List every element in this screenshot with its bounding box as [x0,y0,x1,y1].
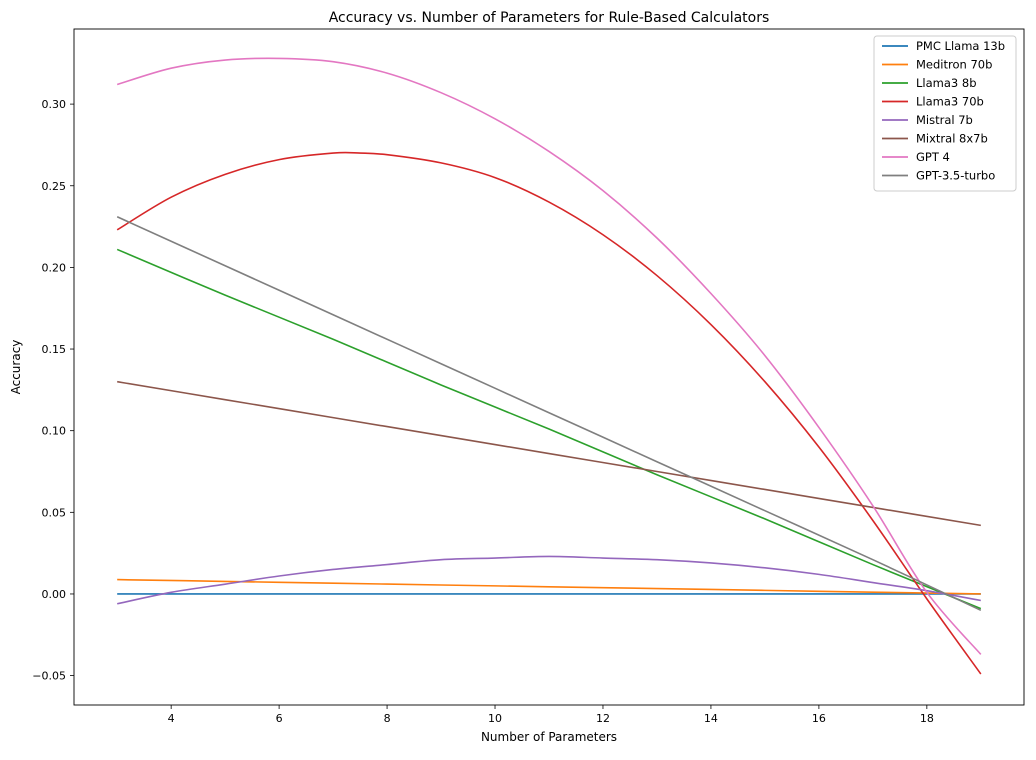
series-line-6 [116,57,982,655]
plot-area-frame [73,28,1025,706]
y-tick-label: 0.20 [42,261,67,274]
x-tick-label: 16 [812,712,826,725]
legend-box [873,35,1017,192]
y-tick-label: −0.05 [32,670,66,683]
legend: PMC Llama 13b Meditron 70b Llama3 8b Llama3… [873,35,1017,192]
series-line-2 [116,248,982,610]
y-tick-label: 0.15 [42,343,67,356]
x-tick-label: 8 [384,712,391,725]
series-line-4 [117,555,981,605]
legend-label: Llama3 70b [916,95,984,109]
x-tick-label: 12 [596,712,610,725]
y-axis-label: Accuracy [9,340,23,395]
legend-label: Mistral 7b [916,113,973,127]
y-tick-label: 0.30 [42,98,67,111]
legend-label: Meditron 70b [916,58,992,72]
legend-label: PMC Llama 13b [916,39,1005,53]
x-axis-label: Number of Parameters [481,730,617,744]
y-tick-label: 0.05 [42,506,67,519]
legend-label: GPT-3.5-turbo [916,169,995,183]
x-tick-label: 14 [704,712,718,725]
y-tick-label: 0.00 [42,588,67,601]
x-tick-label: 6 [276,712,283,725]
series-line-1 [117,578,981,595]
legend-label: Mixtral 8x7b [916,132,988,146]
legend-label: GPT 4 [916,150,950,164]
y-axis-ticks: −0.05 0.00 0.05 0.10 0.15 0.20 0.25 0.30 [32,98,74,683]
legend-label: Llama3 8b [916,76,977,90]
x-tick-label: 18 [920,712,934,725]
y-tick-label: 0.10 [42,425,67,438]
series-line-3 [116,151,982,675]
series-line-5 [117,380,981,527]
y-tick-label: 0.25 [42,180,67,193]
chart-title: Accuracy vs. Number of Parameters for Ru… [329,10,770,26]
x-tick-label: 4 [168,712,175,725]
series-line-7 [116,216,982,612]
x-tick-label: 10 [488,712,502,725]
plot-lines [116,57,982,675]
x-axis-ticks: 4 6 8 10 12 14 16 18 [168,705,934,725]
